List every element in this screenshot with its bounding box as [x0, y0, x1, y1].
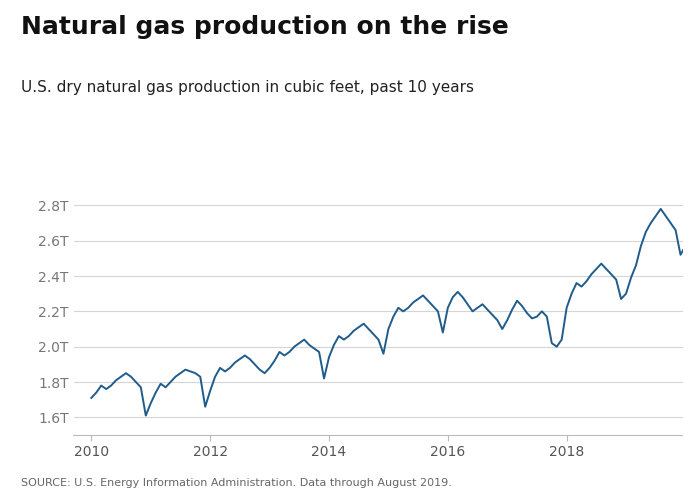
Text: Natural gas production on the rise: Natural gas production on the rise	[21, 15, 509, 39]
Text: U.S. dry natural gas production in cubic feet, past 10 years: U.S. dry natural gas production in cubic…	[21, 80, 474, 95]
Text: SOURCE: U.S. Energy Information Administration. Data through August 2019.: SOURCE: U.S. Energy Information Administ…	[21, 478, 452, 488]
